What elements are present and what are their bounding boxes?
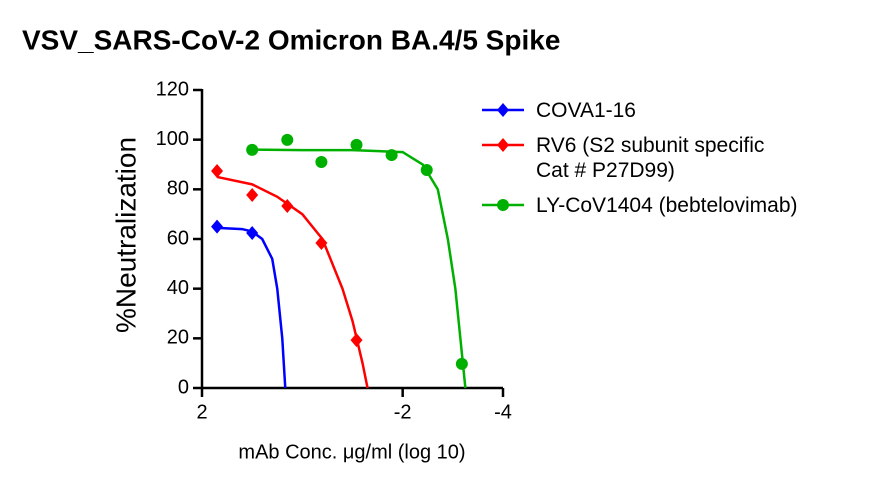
legend-label: COVA1-16 [536,99,636,122]
legend: COVA1-16 RV6 (S2 subunit specific Cat # P… [480,98,798,228]
point [497,103,509,117]
y-tick-label: 120 [156,78,189,100]
point [211,219,224,234]
x-tick-label: -2 [394,401,412,423]
fit-curve [252,148,467,389]
point [211,163,224,178]
fit-curve [216,175,369,389]
legend-item: LY-CoV1404 (bebtelovimab) [480,193,798,218]
chart-title: VSV_SARS-CoV-2 Omicron BA.4/5 Spike [22,24,560,55]
y-tick-label: 80 [167,178,189,200]
point [497,199,509,211]
point [455,357,468,370]
y-tick-label: 20 [167,327,189,349]
point [315,156,328,169]
point [497,138,509,152]
point [281,198,294,213]
x-tick-label: -4 [494,401,512,423]
legend-icon [482,103,524,117]
y-tick-label: 100 [156,128,189,150]
legend-icon [482,199,524,211]
point [281,133,294,146]
legend-label: RV6 (S2 subunit specific Cat # P27D99) [536,134,765,182]
y-tick-label: 60 [167,227,189,249]
point [246,226,259,241]
point [385,149,398,162]
legend-icon [482,138,524,152]
point [246,143,259,156]
legend-item: COVA1-16 [480,98,798,123]
point [350,333,363,348]
y-axis-label: %Neutralization [110,137,141,333]
x-axis-label: mAb Conc. μg/ml (log 10) [238,441,465,463]
y-tick-label: 0 [178,376,189,398]
legend-label: LY-CoV1404 (bebtelovimab) [536,194,798,217]
x-tick-label: 2 [196,401,207,423]
point [246,188,259,203]
legend-item: RV6 (S2 subunit specific Cat # P27D99) [480,133,798,183]
point [350,138,363,151]
point [420,163,433,176]
y-tick-label: 40 [167,277,189,299]
point [315,235,328,250]
fit-curve [216,226,287,389]
